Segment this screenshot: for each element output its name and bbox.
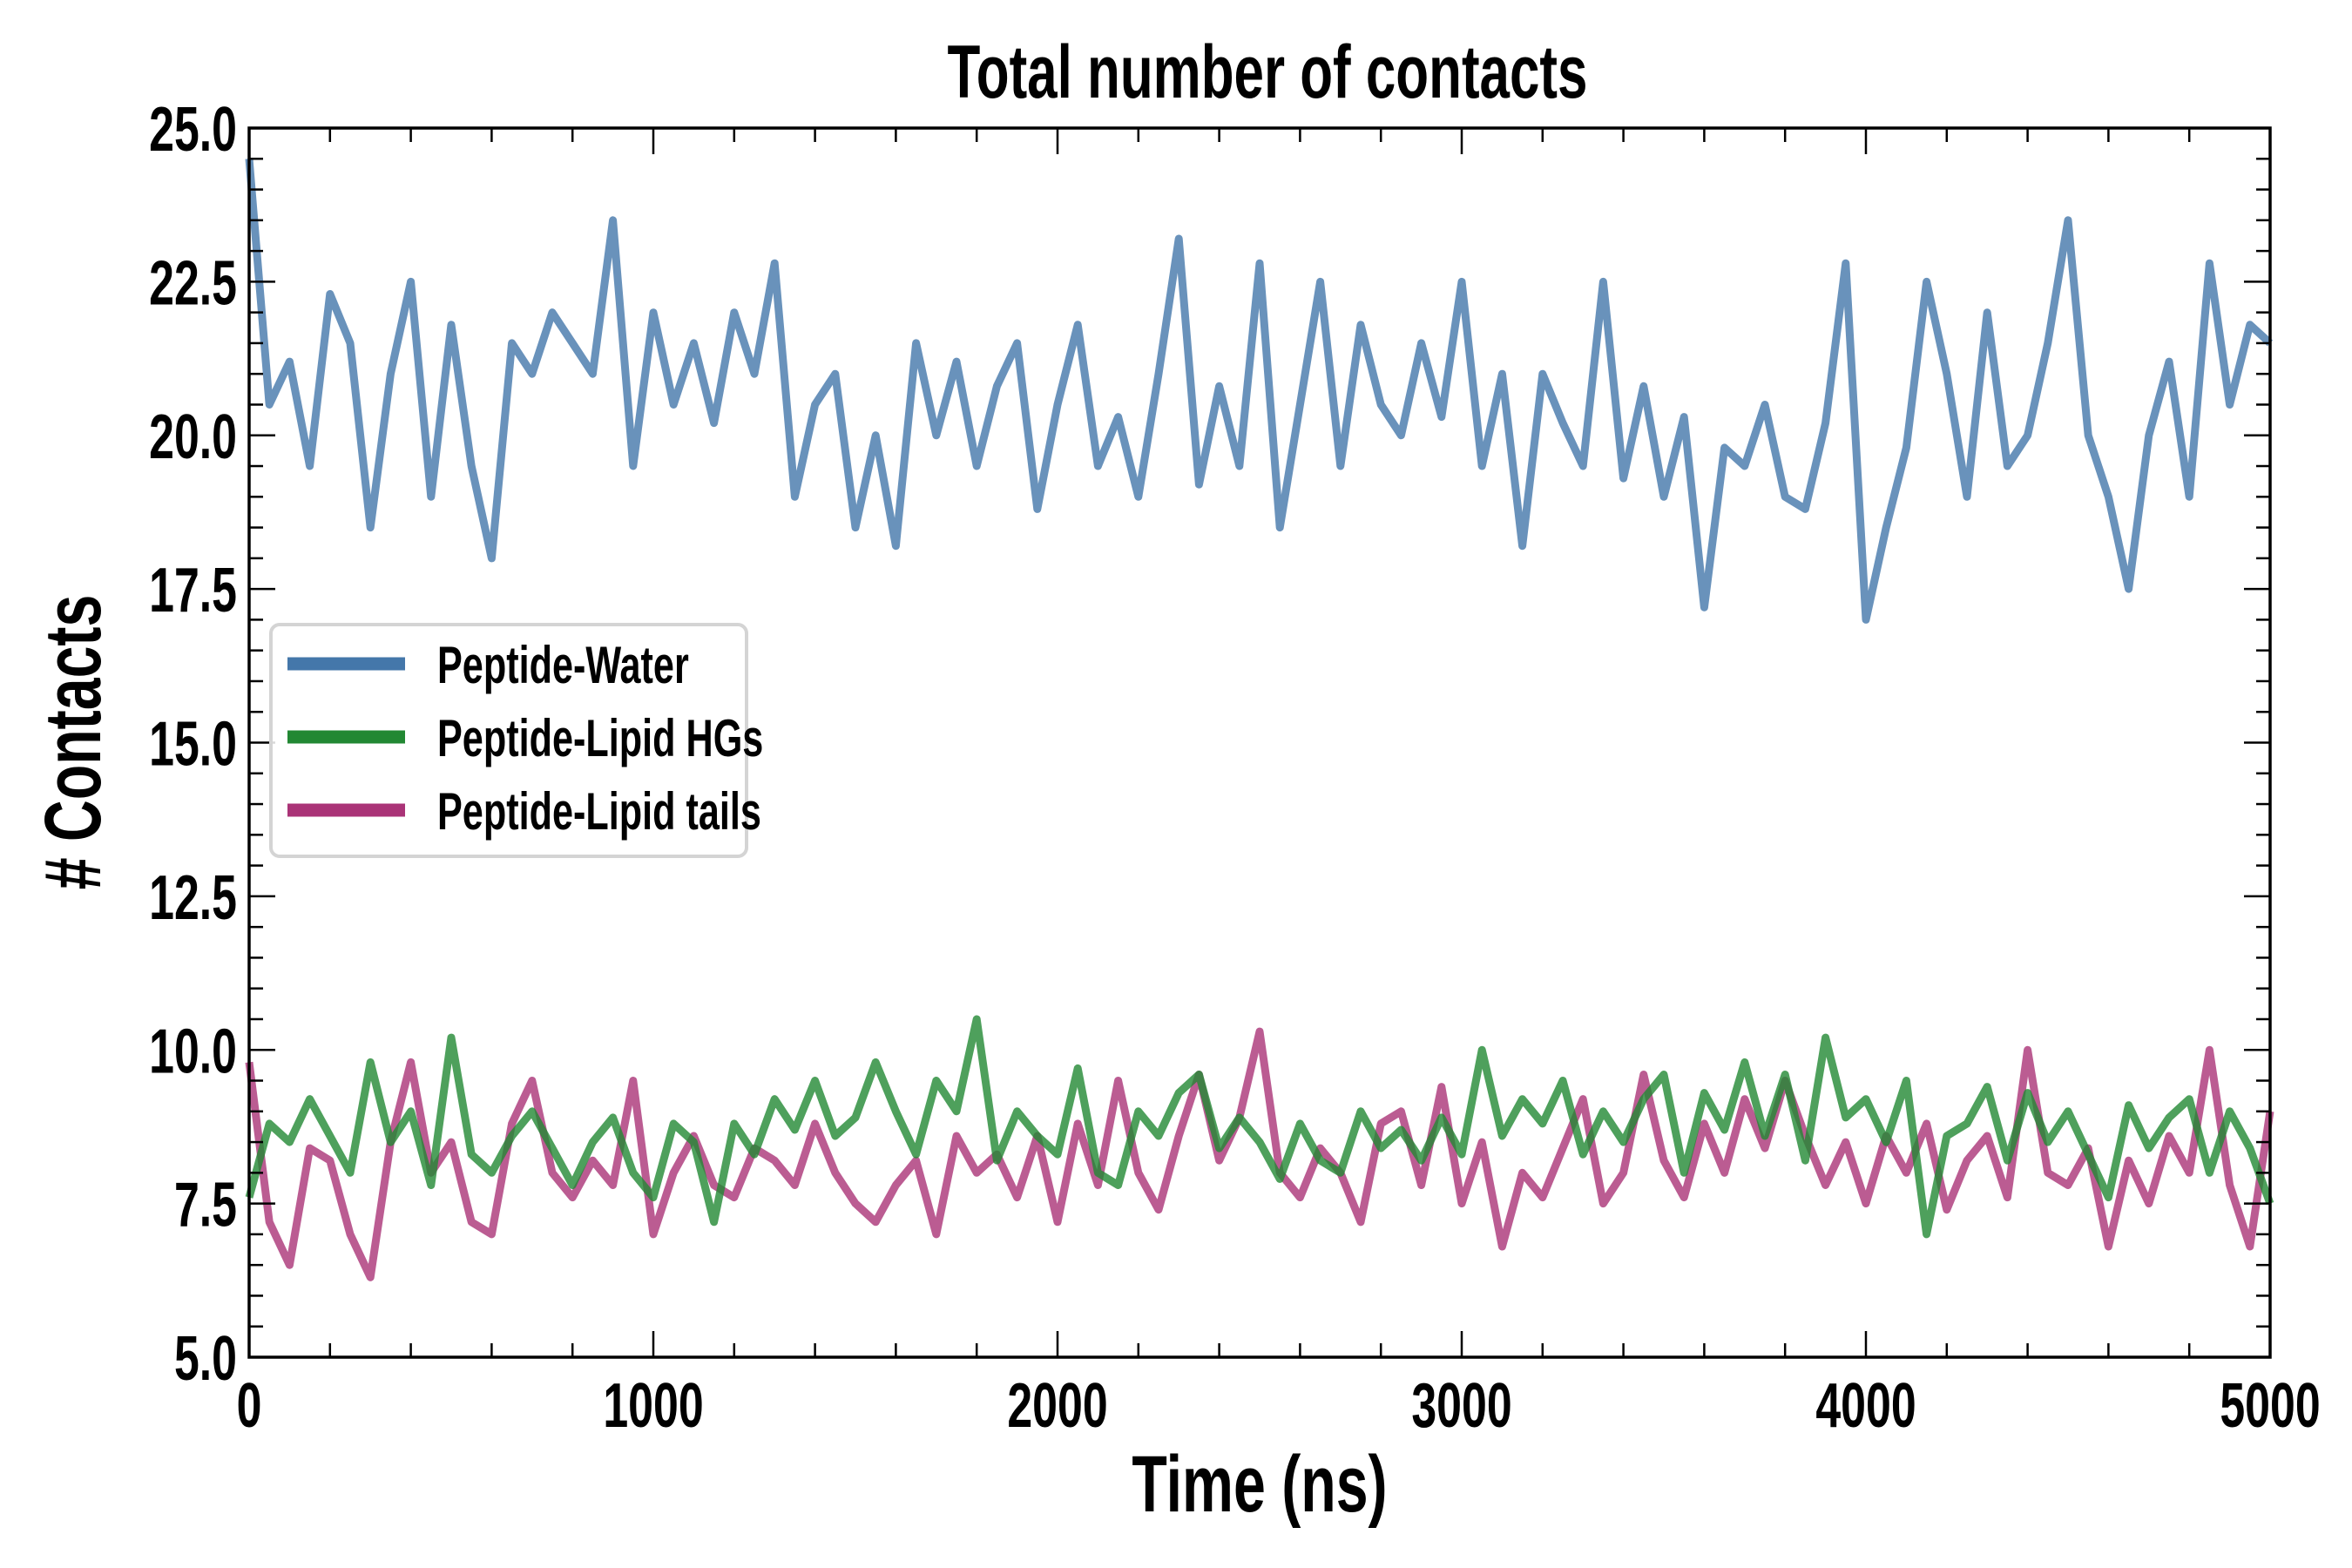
legend: Peptide-Water Peptide-Lipid HGs Peptide-Li… <box>269 623 763 858</box>
y-axis-label: # Contacts <box>27 595 117 890</box>
legend-label: Peptide-Water <box>437 637 689 695</box>
axes <box>247 126 2272 1359</box>
x-tick-label: 3000 <box>1411 1371 1511 1441</box>
x-tick-label: 4000 <box>1815 1371 1916 1441</box>
legend-box <box>269 623 748 858</box>
y-tick-label: 15.0 <box>149 709 237 779</box>
y-tick-label: 25.0 <box>149 95 237 165</box>
y-tick-label: 17.5 <box>149 556 237 625</box>
legend-label: Peptide-Lipid HGs <box>437 710 763 768</box>
y-tick-label: 20.0 <box>149 402 237 471</box>
series-lines <box>245 158 2274 1281</box>
x-tick-label: 0 <box>237 1371 262 1441</box>
series-line-peptide-lipid-tails <box>245 1027 2274 1281</box>
x-axis-label: Time (ns) <box>1132 1438 1387 1528</box>
y-tick-label: 5.0 <box>174 1324 237 1394</box>
series-line-peptide-water <box>245 158 2274 624</box>
tick-labels: 0 1000 2000 3000 4000 5000 5.0 7.5 10.0 12.5 15.0 1… <box>149 95 2321 1441</box>
y-tick-label: 22.5 <box>149 248 237 318</box>
x-tick-label: 1000 <box>603 1371 703 1441</box>
legend-label: Peptide-Lipid tails <box>437 783 761 841</box>
y-tick-label: 12.5 <box>149 863 237 933</box>
y-tick-label: 7.5 <box>174 1170 237 1240</box>
series-line-peptide-lipid-hgs <box>245 1015 2274 1239</box>
x-tick-label: 2000 <box>1007 1371 1107 1441</box>
y-tick-label: 10.0 <box>149 1017 237 1086</box>
chart-title: Total number of contacts <box>948 30 1588 113</box>
x-tick-label: 5000 <box>2220 1371 2320 1441</box>
